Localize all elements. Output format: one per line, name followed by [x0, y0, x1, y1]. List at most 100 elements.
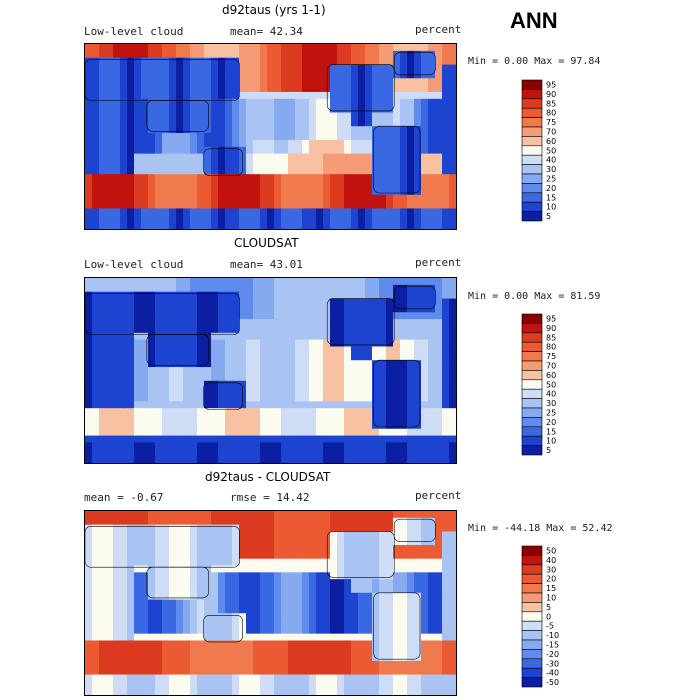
colorbar-tick-label: 25: [546, 175, 556, 184]
colorbar-tick-label: -5: [546, 622, 554, 631]
colorbar-tick-label: 75: [546, 352, 556, 361]
colorbar-swatch: [521, 583, 543, 594]
colorbar-swatch: [521, 573, 543, 584]
colorbar-swatch: [521, 136, 543, 147]
colorbar-swatch: [521, 323, 543, 334]
panel-2-variable-label: Low-level cloud: [84, 258, 184, 271]
colorbar-swatch: [521, 313, 543, 324]
colorbar-swatch: [521, 620, 543, 631]
colorbar-tick-label: 20: [546, 418, 556, 427]
panel-2-minmax: Min = 0.00 Max = 81.59: [468, 291, 601, 302]
colorbar-swatch: [521, 388, 543, 399]
colorbar-swatch: [521, 107, 543, 118]
colorbar-swatch: [521, 370, 543, 381]
colorbar-tick-label: 10: [546, 437, 556, 446]
panel-1-minmax: Min = 0.00 Max = 97.84: [468, 56, 601, 67]
colorbar-swatch: [521, 545, 543, 556]
panel-3-minmax: Min = -44.18 Max = 52.42: [468, 523, 613, 534]
colorbar-swatch: [521, 407, 543, 418]
colorbar-swatch: [521, 126, 543, 137]
colorbar-tick-label: 90: [546, 90, 556, 99]
colorbar-tick-label: 15: [546, 193, 556, 202]
panel-3-field: [85, 511, 456, 695]
panel-2-field: [85, 278, 456, 463]
colorbar-swatch: [521, 639, 543, 650]
colorbar-swatch: [521, 677, 543, 688]
colorbar-tick-label: 80: [546, 109, 556, 118]
colorbar-tick-label: 5: [546, 603, 551, 612]
panel-2-map: [84, 277, 457, 464]
colorbar-tick-label: 10: [546, 594, 556, 603]
panel-1-units-label: percent: [415, 23, 462, 36]
colorbar-tick-label: 70: [546, 128, 556, 137]
colorbar-tick-label: 5: [546, 212, 551, 221]
colorbar-swatch: [521, 351, 543, 362]
colorbar-swatch: [521, 173, 543, 184]
colorbar-swatch: [521, 649, 543, 660]
colorbar-swatch: [521, 154, 543, 165]
panel-2-mean-label: mean= 43.01: [230, 258, 303, 271]
colorbar-tick-label: -40: [546, 669, 559, 678]
colorbar-tick-label: 95: [546, 315, 556, 324]
colorbar-tick-label: 50: [546, 380, 556, 389]
colorbar-tick-label: 90: [546, 324, 556, 333]
colorbar-swatch: [521, 98, 543, 109]
colorbar-swatch: [521, 183, 543, 194]
colorbar-tick-label: 15: [546, 584, 556, 593]
colorbar-swatch: [521, 555, 543, 566]
panel-2-units-label: percent: [415, 256, 462, 269]
colorbar-swatch: [521, 211, 543, 222]
colorbar-tick-label: 40: [546, 556, 556, 565]
colorbar-tick-label: 60: [546, 137, 556, 146]
season-label: ANN: [510, 8, 558, 33]
colorbar-tick-label: 40: [546, 156, 556, 165]
panel-1-mean-label: mean= 42.34: [230, 25, 303, 38]
colorbar-tick-label: 80: [546, 343, 556, 352]
colorbar-tick-label: -30: [546, 659, 559, 668]
colorbar-swatch: [521, 435, 543, 446]
colorbar-tick-label: 15: [546, 427, 556, 436]
panel-1-title: d92taus (yrs 1-1): [222, 3, 326, 17]
colorbar-swatch: [521, 192, 543, 203]
colorbar-tick-label: 50: [546, 146, 556, 155]
colorbar-tick-label: 95: [546, 81, 556, 90]
panel-3-units-label: percent: [415, 489, 462, 502]
panel-2-title: CLOUDSAT: [234, 236, 299, 250]
colorbar-swatch: [521, 89, 543, 100]
colorbar-tick-label: -20: [546, 650, 559, 659]
colorbar-tick-label: 30: [546, 165, 556, 174]
colorbar-swatch: [521, 332, 543, 343]
panel-1-field: [85, 44, 456, 229]
colorbar-swatch: [521, 117, 543, 128]
colorbar-swatch: [521, 145, 543, 156]
colorbar-swatch: [521, 602, 543, 613]
colorbar-tick-label: 5: [546, 446, 551, 455]
colorbar-tick-label: 85: [546, 333, 556, 342]
panel-3-title: d92taus - CLOUDSAT: [205, 470, 331, 484]
colorbar-swatch: [521, 445, 543, 456]
colorbar-tick-label: 0: [546, 612, 551, 621]
colorbar-tick-label: 60: [546, 371, 556, 380]
colorbar-tick-label: -15: [546, 641, 559, 650]
colorbar-tick-label: 40: [546, 390, 556, 399]
colorbar-tick-label: -50: [546, 678, 559, 687]
colorbar-tick-label: 30: [546, 565, 556, 574]
colorbar-tick-label: 30: [546, 399, 556, 408]
colorbar-swatch: [521, 611, 543, 622]
colorbar-swatch: [521, 564, 543, 575]
colorbar-swatch: [521, 79, 543, 90]
panel-1-variable-label: Low-level cloud: [84, 25, 184, 38]
colorbar-swatch: [521, 426, 543, 437]
panel-3-mean-label: mean = -0.67: [84, 491, 164, 504]
colorbar-swatch: [521, 417, 543, 428]
colorbar-tick-label: 75: [546, 118, 556, 127]
colorbar-tick-label: 20: [546, 575, 556, 584]
colorbar-tick-label: 10: [546, 203, 556, 212]
colorbar-tick-label: 70: [546, 362, 556, 371]
colorbar-swatch: [521, 592, 543, 603]
colorbar-tick-label: 25: [546, 409, 556, 418]
panel-3-rmse-label: rmse = 14.42: [230, 491, 310, 504]
colorbar-swatch: [521, 360, 543, 371]
